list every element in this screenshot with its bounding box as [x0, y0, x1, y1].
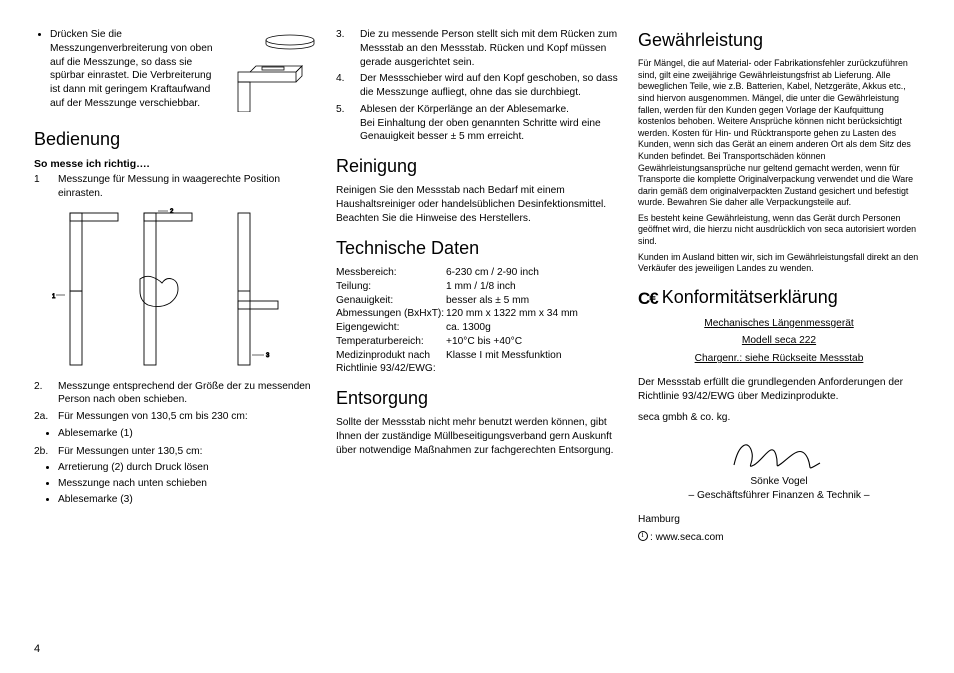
tech-val: 1 mm / 1/8 inch [446, 280, 618, 294]
step-4: 4.Der Messschieber wird auf den Kopf ges… [336, 72, 618, 100]
step-1: 1Messzunge für Messung in waagerechte Po… [34, 173, 316, 201]
step-3: 3.Die zu messende Person stellt sich mit… [336, 28, 618, 69]
signature-block: Sönke Vogel – Geschäftsführer Finanzen &… [638, 435, 920, 503]
tech-key: Messbereich: [336, 266, 446, 280]
sub-bullet: Messzunge nach unten schieben [58, 477, 316, 491]
p-company: seca gmbh & co. kg. [638, 411, 920, 425]
heading-konform: C€Konformitätserklärung [638, 285, 920, 311]
step-text: Messzunge entsprechend der Größe der zu … [58, 380, 316, 408]
step-2: 2.Messzunge entsprechend der Größe der z… [34, 380, 316, 408]
p-gewaehr-1: Für Mängel, die auf Material- oder Fabri… [638, 58, 920, 209]
tech-val: 120 mm x 1322 mm x 34 mm [446, 307, 618, 321]
tech-key: Temperaturbereich: [336, 335, 446, 349]
step-text: Ablesen der Körperlänge an der Ablesemar… [360, 103, 618, 144]
tech-val: 6-230 cm / 2-90 inch [446, 266, 618, 280]
step-text: Für Messungen von 130,5 cm bis 230 cm: [58, 410, 248, 424]
svg-text:3: 3 [266, 353, 270, 359]
url-line: : www.seca.com [638, 531, 920, 545]
tech-table: Messbereich:6-230 cm / 2-90 inch Teilung… [336, 266, 618, 376]
tech-key: Medizinprodukt nach Richtlinie 93/42/EWG… [336, 349, 446, 377]
step-5: 5. Ablesen der Körperlänge an der Ablese… [336, 103, 618, 144]
column-2: 3.Die zu messende Person stellt sich mit… [336, 28, 618, 637]
p-gewaehr-2: Es besteht keine Gewährleistung, wenn da… [638, 213, 920, 248]
city: Hamburg [638, 513, 920, 527]
heading-bedienung: Bedienung [34, 127, 316, 151]
svg-text:1: 1 [52, 294, 56, 300]
tech-key: Teilung: [336, 280, 446, 294]
measuring-illustration: 1 2 3 [52, 205, 316, 374]
heading-entsorgung: Entsorgung [336, 386, 618, 410]
p-reinigung: Reinigen Sie den Messstab nach Bedarf mi… [336, 184, 618, 225]
konf-line-3: Chargenr.: siehe Rückseite Messstab [638, 352, 920, 366]
step-2b: 2b.Für Messungen unter 130,5 cm: [34, 445, 316, 459]
p-gewaehr-3: Kunden im Ausland bitten wir, sich im Ge… [638, 252, 920, 275]
bullet-item: Drücken Sie die Messzungenverbreiterung … [50, 28, 316, 111]
tech-key: Eigengewicht: [336, 321, 446, 335]
tech-val: +10°C bis +40°C [446, 335, 618, 349]
step-2a: 2a.Für Messungen von 130,5 cm bis 230 cm… [34, 410, 316, 424]
subheading-somesse: So messe ich richtig…. [34, 157, 316, 171]
sub-bullet: Ablesemarke (1) [58, 427, 316, 441]
extension-illustration [228, 28, 316, 117]
page-number: 4 [34, 643, 920, 655]
step-text: Die zu messende Person stellt sich mit d… [360, 28, 618, 69]
sig-name: Sönke Vogel [638, 475, 920, 489]
tech-val: besser als ± 5 mm [446, 294, 618, 308]
manual-page: Drücken Sie die Messzungenverbreiterung … [0, 0, 954, 673]
heading-gewaehr: Gewährleistung [638, 28, 920, 52]
info-icon [638, 531, 648, 541]
step-text: Für Messungen unter 130,5 cm: [58, 445, 202, 459]
p-konf: Der Messstab erfüllt die grundlegenden A… [638, 376, 920, 404]
ce-mark-icon: C€ [638, 289, 658, 308]
column-1: Drücken Sie die Messzungenverbreiterung … [34, 28, 316, 637]
bullet-text: Drücken Sie die Messzungenverbreiterung … [50, 29, 213, 109]
sub-bullet: Ablesemarke (3) [58, 493, 316, 507]
sub-bullet: Arretierung (2) durch Druck lösen [58, 461, 316, 475]
tech-key: Abmessungen (BxHxT): [336, 307, 446, 321]
column-3: Gewährleistung Für Mängel, die auf Mater… [638, 28, 920, 637]
heading-reinigung: Reinigung [336, 154, 618, 178]
sig-title: – Geschäftsführer Finanzen & Technik – [638, 489, 920, 503]
konf-line-1: Mechanisches Längenmessgerät [638, 317, 920, 331]
konf-line-2: Modell seca 222 [638, 334, 920, 348]
heading-tech: Technische Daten [336, 236, 618, 260]
tech-val: ca. 1300g [446, 321, 618, 335]
svg-text:2: 2 [170, 209, 174, 215]
p-entsorgung: Sollte der Messstab nicht mehr benutzt w… [336, 416, 618, 457]
step-text: Messzunge für Messung in waagerechte Pos… [58, 173, 316, 201]
tech-key: Genauigkeit: [336, 294, 446, 308]
step-text: Der Messschieber wird auf den Kopf gesch… [360, 72, 618, 100]
signature-icon [724, 435, 834, 475]
tech-val: Klasse I mit Messfunktion [446, 349, 618, 377]
